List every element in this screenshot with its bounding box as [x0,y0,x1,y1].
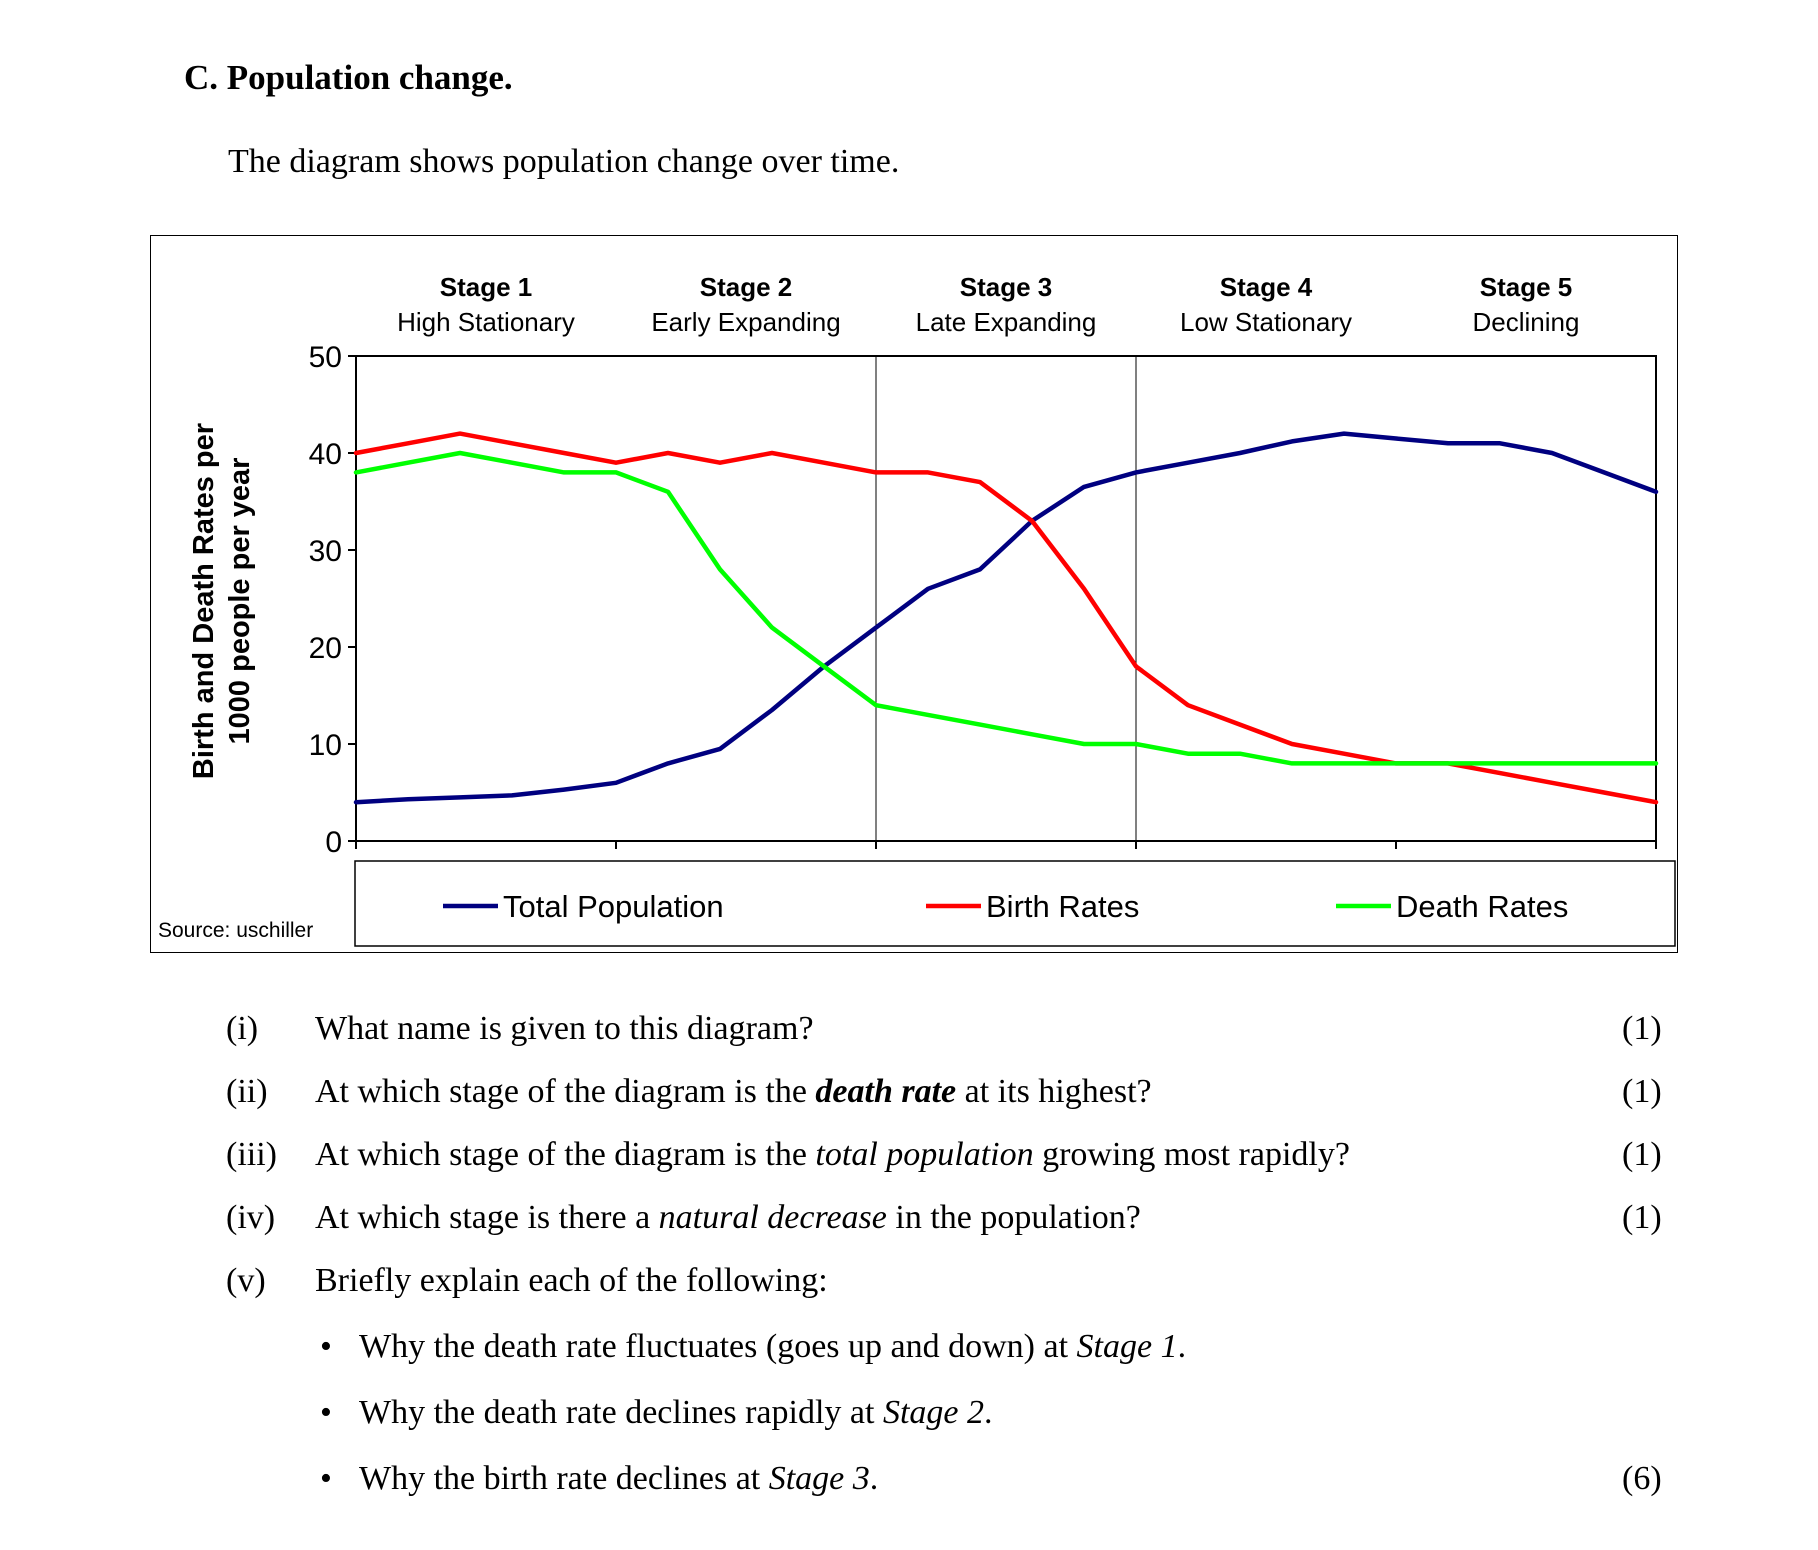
question-number: (v) [226,1262,266,1299]
chart: 0 10 20 30 40 50 Birth and Death Rates per 1000… [158,272,1676,947]
question-emphasis: death rate [815,1073,957,1110]
stage-description: Declining [1473,307,1580,337]
question-text-part: At which stage is there a [315,1199,659,1236]
question-mark: (6) [1622,1460,1662,1497]
intro-text: The diagram shows population change over… [228,143,900,180]
section-heading: C. Population change. [184,58,513,97]
question-text: At which stage of the diagram is the dea… [315,1073,1152,1111]
chart-source: Source: uschiller [158,919,313,942]
question-mark: (1) [1622,1199,1662,1236]
y-axis-label: Birth and Death Rates per [188,423,220,779]
question-text-part: At which stage of the diagram is the [315,1136,816,1173]
question-number: (iii) [226,1136,277,1173]
question-text: At which stage of the diagram is the tot… [315,1136,1350,1174]
bullet-text-part: Why the birth rate declines at [359,1460,769,1497]
stage-description: Early Expanding [651,307,840,337]
bullet-text-part: . [869,1460,879,1497]
bullet-emphasis: Stage 2 [882,1394,984,1431]
question-mark: (1) [1622,1073,1662,1110]
legend-label: Death Rates [1396,889,1568,924]
bullet-text-part: . [1177,1328,1187,1365]
chart-frame: 0 10 20 30 40 50 Birth and Death Rates per 1000… [150,235,1678,953]
question-text: Briefly explain each of the following: [315,1262,828,1299]
question-emphasis: natural decrease [658,1199,887,1236]
legend-label: Birth Rates [986,889,1139,924]
question-text-part: at its highest? [956,1073,1152,1110]
bullet-text: Why the birth rate declines at Stage 3. [359,1460,878,1498]
bullet-symbol: • [320,1394,332,1431]
bullet-symbol: • [320,1460,332,1497]
legend-box [354,860,1676,947]
series-line [353,431,1659,805]
y-tick-label: 50 [309,341,342,374]
stage-description: Late Expanding [916,307,1097,337]
question-number: (iv) [226,1199,276,1236]
series-line [353,450,1659,766]
question-mark: (1) [1622,1010,1662,1047]
bullet-text: Why the death rate fluctuates (goes up a… [359,1328,1186,1366]
y-tick-label: 10 [309,729,342,762]
bullet-text-part: Why the death rate declines rapidly at [359,1394,883,1431]
question-text-part: At which stage of the diagram is the [315,1073,816,1110]
question-text-part: growing most rapidly? [1033,1136,1350,1173]
question-number: (ii) [226,1073,268,1110]
y-tick-label: 20 [309,632,342,665]
y-tick-label: 40 [309,438,342,471]
stage-name: Stage 2 [700,272,793,302]
stage-name: Stage 3 [960,272,1053,302]
question-mark: (1) [1622,1136,1662,1173]
stage-description: Low Stationary [1180,307,1352,337]
question-text: What name is given to this diagram? [315,1010,814,1047]
bullet-emphasis: Stage 3 [768,1460,870,1497]
stage-name: Stage 1 [440,272,533,302]
stage-name: Stage 4 [1220,272,1313,302]
bullet-text-part: . [984,1394,993,1431]
plot-area [355,355,1657,842]
bullet-text-part: Why the death rate fluctuates (goes up a… [359,1328,1077,1365]
stage-name: Stage 5 [1480,272,1573,302]
question-text: At which stage is there a natural decrea… [315,1199,1141,1237]
y-axis-label: 1000 people per year [224,458,256,745]
question-emphasis: total population [815,1136,1034,1173]
legend-label: Total Population [503,889,724,924]
question-number: (i) [226,1010,259,1047]
bullet-symbol: • [320,1328,332,1365]
y-tick-label: 0 [325,826,342,859]
bullet-emphasis: Stage 1 [1076,1328,1178,1365]
question-text-part: in the population? [886,1199,1141,1236]
y-tick-label: 30 [309,535,342,568]
series-line [353,431,1659,805]
stage-description: High Stationary [397,307,575,337]
bullet-text: Why the death rate declines rapidly at S… [359,1394,993,1432]
